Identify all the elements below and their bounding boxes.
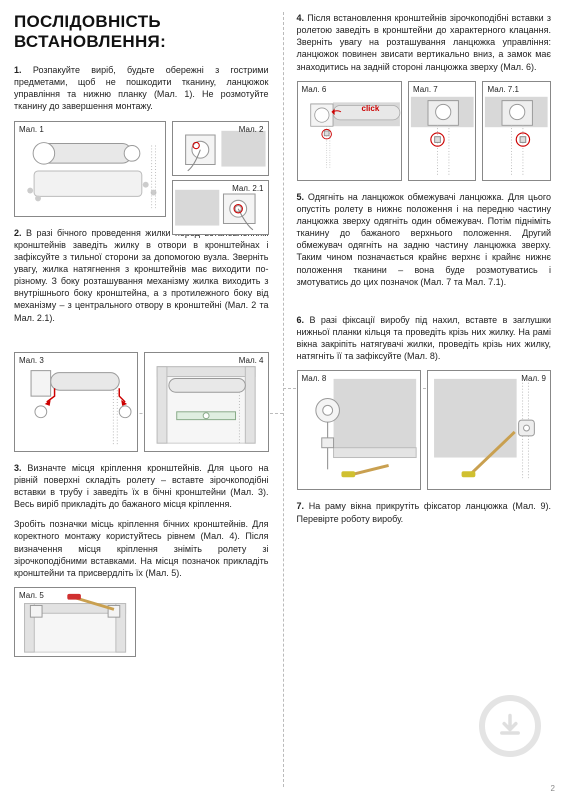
step-3a-text: 3. Визначте місця кріплення кронштейнів.… xyxy=(14,462,269,511)
figure-2-1-label: Мал. 2.1 xyxy=(232,184,263,193)
step-6-body: В разі фіксації виробу під нахил, вставт… xyxy=(297,315,552,361)
figure-7-1-drawing xyxy=(483,82,550,180)
figure-7-drawing xyxy=(409,82,476,180)
figure-8: Мал. 8 xyxy=(297,370,421,490)
step-7-body: На раму вікна прикрутіть фіксатор ланцюж… xyxy=(297,501,552,523)
step-4-text: 4. Після встановлення кронштейнів зірочк… xyxy=(297,12,552,73)
figure-9-label: Мал. 9 xyxy=(521,374,546,383)
step-4-body: Після встановлення кронштейнів зірочкопо… xyxy=(297,13,552,72)
step-3b-text: Зробіть позначки місць кріплення бічних … xyxy=(14,518,269,579)
step-6-number: 6. xyxy=(297,315,305,325)
figure-8-label: Мал. 8 xyxy=(302,374,327,383)
step-1-number: 1. xyxy=(14,65,22,75)
step-1-text: 1. Розпакуйте виріб, будьте обережні з г… xyxy=(14,64,269,113)
page: ПОСЛІДОВНІСТЬ ВСТАНОВЛЕННЯ: 1. Розпакуйт… xyxy=(0,0,565,799)
figure-2-1: Мал. 2.1 xyxy=(172,180,269,235)
figure-4-drawing xyxy=(145,353,267,451)
page-number: 2 xyxy=(551,784,555,793)
step-6-text: 6. В разі фіксації виробу під нахил, вст… xyxy=(297,314,552,363)
figure-2: Мал. 2 xyxy=(172,121,269,176)
figure-4-label: Мал. 4 xyxy=(239,356,264,365)
step-5-text: 5. Одягніть на ланцюжок обмежувачі ланцю… xyxy=(297,191,552,288)
figure-7: Мал. 7 xyxy=(408,81,477,181)
step-2-number: 2. xyxy=(14,228,22,238)
left-column: ПОСЛІДОВНІСТЬ ВСТАНОВЛЕННЯ: 1. Розпакуйт… xyxy=(0,0,283,799)
page-title: ПОСЛІДОВНІСТЬ ВСТАНОВЛЕННЯ: xyxy=(14,12,269,52)
right-column: 4. Після встановлення кронштейнів зірочк… xyxy=(283,0,565,799)
figure-6-label: Мал. 6 xyxy=(302,85,327,94)
watermark-icon xyxy=(479,695,541,757)
figure-2-stack: Мал. 2 Мал. 2.1 xyxy=(172,121,269,217)
figure-4: Мал. 4 xyxy=(144,352,268,452)
figure-8-drawing xyxy=(298,371,420,489)
figure-3-drawing xyxy=(15,353,137,451)
step-2-body: В разі бічного проведення жилки перед вс… xyxy=(14,228,269,323)
step-5-number: 5. xyxy=(297,192,305,202)
step-3-number: 3. xyxy=(14,463,22,473)
step-7-text: 7. На раму вікна прикрутіть фіксатор лан… xyxy=(297,500,552,524)
figure-row-1: Мал. 1 Мал. 2 xyxy=(14,121,269,217)
figure-2-label: Мал. 2 xyxy=(239,125,264,134)
figure-1: Мал. 1 xyxy=(14,121,166,217)
figure-1-drawing xyxy=(15,122,165,216)
figure-1-label: Мал. 1 xyxy=(19,125,44,134)
figure-7-1-label: Мал. 7.1 xyxy=(487,85,518,94)
figure-3-label: Мал. 3 xyxy=(19,356,44,365)
figure-row-4: Мал. 6 click Мал. 7 xyxy=(297,81,552,181)
figure-9-drawing xyxy=(428,371,550,489)
click-label: click xyxy=(362,104,380,113)
figure-9: Мал. 9 xyxy=(427,370,551,490)
figure-7-1: Мал. 7.1 xyxy=(482,81,551,181)
step-2-text: 2. В разі бічного проведення жилки перед… xyxy=(14,227,269,324)
figure-3: Мал. 3 xyxy=(14,352,138,452)
step-7-number: 7. xyxy=(297,501,305,511)
step-5-body: Одягніть на ланцюжок обмежувачі ланцюжка… xyxy=(297,192,552,287)
step-4-number: 4. xyxy=(297,13,305,23)
figure-6: Мал. 6 click xyxy=(297,81,402,181)
figure-5: Мал. 5 xyxy=(14,587,136,657)
figure-5-label: Мал. 5 xyxy=(19,591,44,600)
step-3a-body: Визначте місця кріплення кронштейнів. Дл… xyxy=(14,463,269,509)
figure-7-label: Мал. 7 xyxy=(413,85,438,94)
figure-row-3: Мал. 5 xyxy=(14,587,269,657)
figure-6-drawing xyxy=(298,82,401,180)
step-1-body: Розпакуйте виріб, будьте обережні з гост… xyxy=(14,65,269,111)
figure-row-2: Мал. 3 Мал. 4 xyxy=(14,352,269,452)
